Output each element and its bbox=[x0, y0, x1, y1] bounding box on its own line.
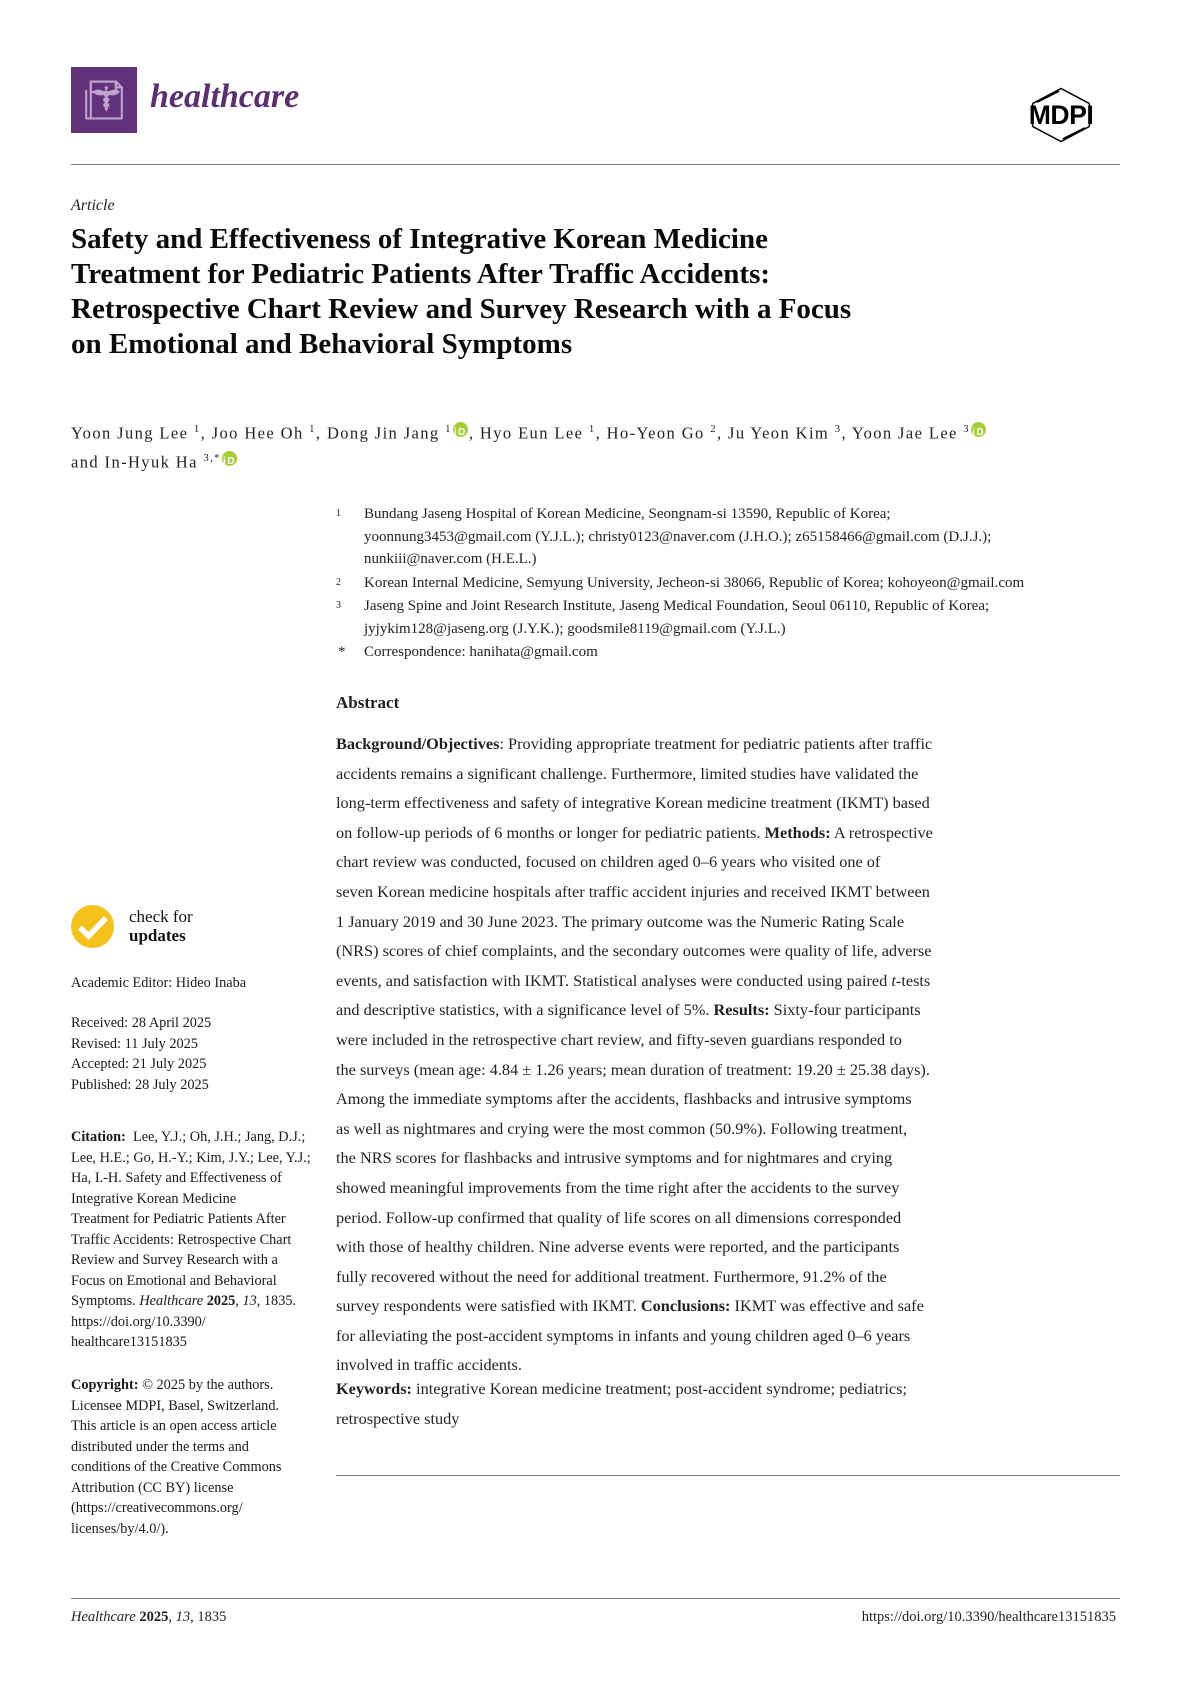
svg-text:MDPI: MDPI bbox=[1029, 100, 1094, 130]
